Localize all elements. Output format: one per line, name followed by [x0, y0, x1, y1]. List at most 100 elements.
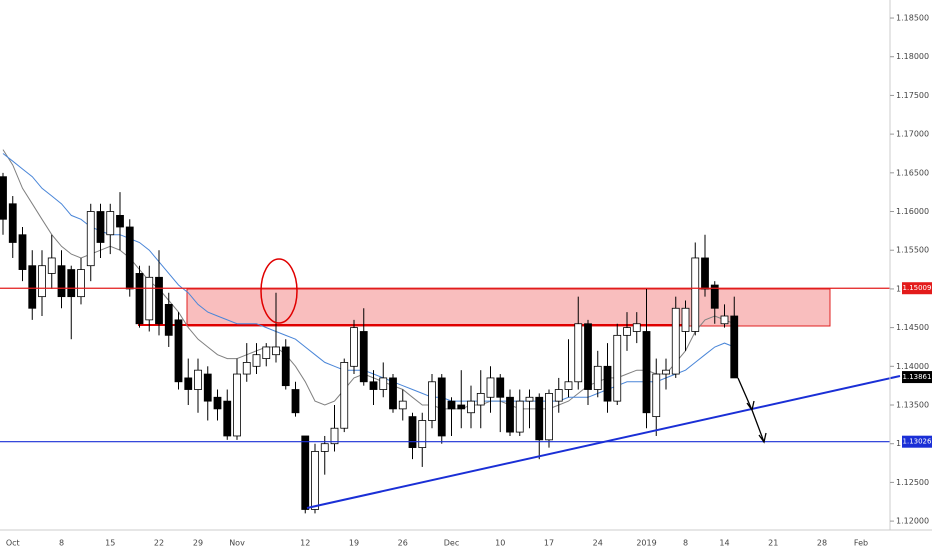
candle-body — [379, 377, 388, 390]
candle-body — [642, 331, 651, 414]
candle-body — [116, 214, 124, 228]
candle-body — [408, 416, 417, 448]
candle-body — [28, 265, 37, 309]
x-tick-label: Dec — [444, 539, 459, 548]
moving-average — [2, 153, 735, 402]
candle-body — [38, 265, 46, 298]
candle-body — [554, 389, 563, 402]
y-tick-label: 1.18000 — [896, 52, 929, 61]
candle-body — [447, 400, 456, 410]
candle-body — [632, 323, 641, 332]
candle-body — [545, 392, 553, 441]
x-tick-label: Oct — [6, 539, 20, 548]
candle-body — [252, 354, 261, 367]
candle-body — [437, 377, 446, 437]
candle-body — [428, 381, 436, 421]
candle-body — [18, 234, 27, 270]
candle-body — [652, 373, 661, 418]
y-tick-label: 1.16000 — [896, 207, 929, 216]
moving-average — [2, 149, 735, 410]
projection-arrows — [737, 377, 767, 444]
candle-body — [155, 276, 163, 325]
candle-body — [710, 284, 719, 309]
candle-body — [467, 400, 475, 414]
price-tag-label: 1.13861 — [903, 373, 932, 381]
x-tick-label: 28 — [817, 539, 827, 548]
x-tick-label: 24 — [593, 539, 603, 548]
candle-body — [125, 226, 134, 290]
candle-body — [311, 451, 319, 510]
y-tick-label: 1.15500 — [896, 246, 929, 255]
x-tick-label: 19 — [349, 539, 359, 548]
candle-body — [457, 404, 466, 410]
candle-body — [564, 381, 573, 390]
candle-body — [174, 319, 183, 383]
x-tick-label: 8 — [59, 539, 64, 548]
price-tag — [902, 282, 932, 295]
candle-body — [301, 435, 310, 510]
y-tick-label: 1.18500 — [896, 14, 929, 23]
candle-body — [574, 323, 583, 383]
plot — [0, 149, 890, 514]
candle-body — [203, 373, 212, 402]
candle-body — [359, 331, 368, 383]
price-tag-label: 1.15009 — [903, 284, 932, 292]
candle-body — [720, 315, 729, 325]
candle-body — [47, 257, 56, 274]
candle-body — [164, 303, 173, 336]
trend-line — [306, 375, 901, 509]
x-tick-label: 26 — [398, 539, 408, 548]
candle-body — [525, 396, 534, 402]
candle-body — [0, 176, 7, 220]
candle-body — [272, 346, 280, 356]
y-tick-label: 1.12000 — [896, 517, 929, 526]
candle-body — [486, 377, 495, 398]
y-tick-label: 1.14000 — [896, 362, 929, 371]
candle-body — [515, 400, 524, 433]
x-tick-label: Nov — [229, 539, 245, 548]
candle-body — [96, 211, 105, 243]
x-tick-label: 21 — [768, 539, 778, 548]
candle-body — [389, 377, 397, 410]
candle-body — [506, 396, 514, 433]
candle-body — [213, 396, 222, 410]
candle-body — [320, 443, 329, 452]
y-tick-label: 1.13500 — [896, 401, 929, 410]
candle-body — [350, 327, 358, 367]
candle-body — [584, 323, 592, 390]
y-tick-label: 1.16500 — [896, 168, 929, 177]
overlay — [0, 0, 932, 531]
x-tick-label: 29 — [193, 539, 203, 548]
x-tick-label: 2019 — [636, 539, 656, 548]
candle-body — [623, 327, 631, 336]
candle-body — [135, 273, 144, 325]
candle-body — [330, 427, 339, 445]
candle-body — [86, 211, 95, 267]
x-tick-label: Feb — [854, 539, 868, 548]
x-tick-label: 8 — [683, 539, 688, 548]
x-tick-label: 17 — [544, 539, 554, 548]
x-tick-label: 14 — [719, 539, 729, 548]
candle-body — [418, 420, 427, 448]
candle-body — [398, 400, 407, 410]
candle-body — [281, 346, 290, 387]
candle-body — [77, 269, 85, 298]
candle-body — [701, 257, 709, 290]
candle-body — [603, 365, 612, 402]
highlight-ellipse — [260, 258, 298, 324]
x-tick-label: 10 — [495, 539, 505, 548]
candle-body — [223, 400, 232, 437]
candle-body — [662, 369, 670, 375]
candle-body — [476, 392, 485, 406]
candle-body — [593, 365, 602, 390]
candle-body — [496, 377, 505, 398]
candle-body — [184, 377, 193, 390]
candle-body — [57, 265, 66, 298]
candle-body — [106, 211, 115, 236]
price-tag-label: 1.13026 — [903, 438, 932, 446]
candle-body — [340, 362, 349, 429]
candle-body — [262, 346, 271, 359]
candle-body — [671, 307, 680, 375]
candle-body — [369, 381, 378, 390]
